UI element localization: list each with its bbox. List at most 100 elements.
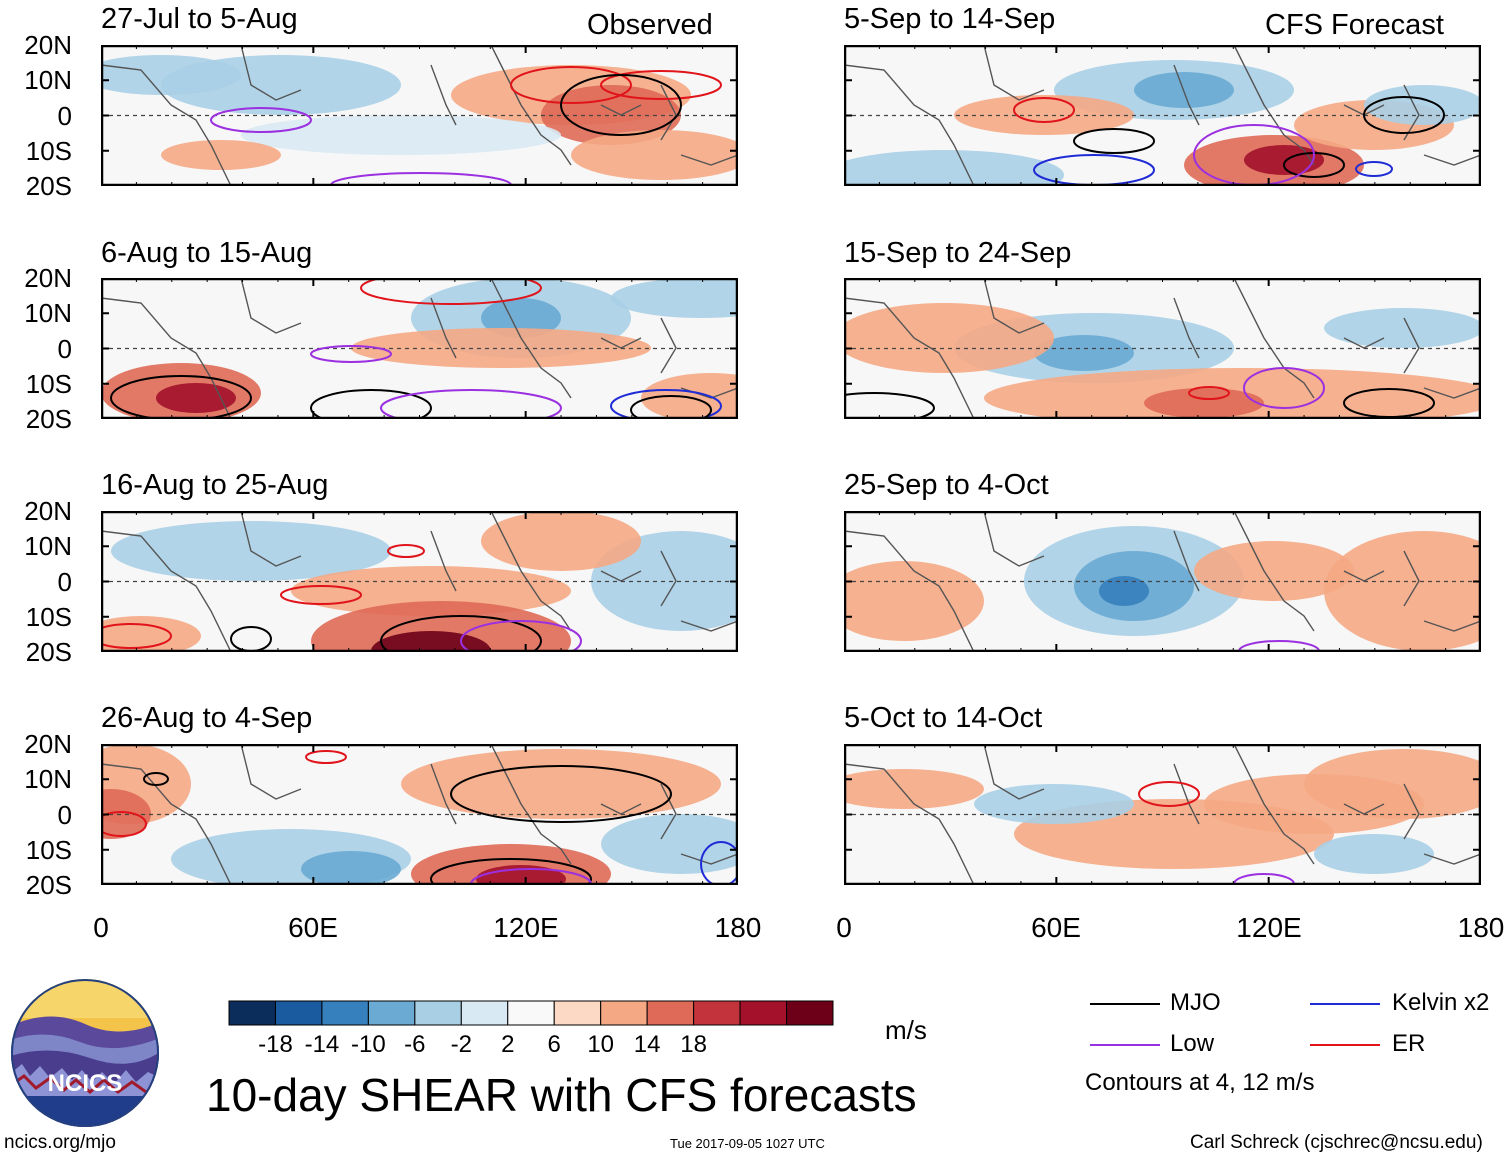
map-frame [844,744,1481,885]
shading-area-6 [1314,834,1434,874]
map-frame [101,45,738,186]
panel-title-8: 5-Oct to 14-Oct [844,702,1043,734]
contour-4 [460,620,582,652]
ncics-logo: NCICS [11,979,159,1127]
contour-2 [1073,128,1155,154]
x-tick-left-180: 180 [714,912,762,943]
colorbar-swatch [274,1000,323,1026]
colorbar-tick-label: -6 [404,1031,426,1058]
map-frame [101,511,738,652]
y-tick-label: 10N [24,298,72,329]
shading-area-3 [1099,576,1149,606]
y-tick-label: 10S [25,834,72,865]
shading-area-5 [571,130,738,180]
map-frame [844,45,1481,186]
map-frame [844,511,1481,652]
contour-5 [101,623,172,649]
y-tick-label: 10N [24,531,72,562]
y-tick-label: 20N [24,729,72,759]
colorbar-swatch [228,1000,276,1026]
y-tick-label: 20S [25,171,72,201]
map-frame [101,278,738,419]
contour-note: Contours at 4, 12 m/s [1085,1069,1315,1096]
contour-4 [560,74,682,136]
colorbar-swatch [414,1000,462,1026]
shading-area-4 [101,55,241,95]
contour-2 [143,772,169,786]
contour-2 [310,345,392,363]
contour-1 [305,750,347,764]
contour-1 [360,278,542,305]
shading-area-7 [641,373,738,419]
map-frame [101,744,738,885]
contour-4 [101,811,147,837]
x-tick-right-0: 0 [836,912,852,943]
shading-area-7 [401,749,721,819]
y-tick-label: 0 [57,333,72,364]
colorbar-tick-label: -10 [351,1031,386,1058]
contour-1 [1013,97,1075,123]
map-panel-7 [844,511,1481,652]
shading-area-8 [1364,85,1481,125]
contour-3 [380,615,542,652]
colorbar-tick-label: -18 [258,1031,293,1058]
legend-mjo-line [1090,1003,1160,1005]
footer-url: ncics.org/mjo [4,1132,116,1153]
contour-3 [110,375,252,419]
contour-3 [450,765,672,823]
units-label: m/s [885,1015,927,1045]
shading-area-6 [1324,308,1481,348]
legend-low-line [1090,1044,1160,1046]
contour-5 [380,389,562,419]
map-panel-3 [101,511,738,652]
map-panel-5 [844,45,1481,186]
observed-label: Observed [587,9,713,41]
y-tick-label: 10S [25,601,72,632]
contour-4 [310,389,432,419]
panel-title-1: 27-Jul to 5-Aug [101,3,298,35]
panel-title-7: 25-Sep to 4-Oct [844,469,1049,501]
map-panel-6 [844,278,1481,419]
y-tick-label: 10S [25,135,72,166]
shading-area-5 [156,383,236,413]
contour-4 [844,392,935,419]
panel-title-3: 16-Aug to 25-Aug [101,469,329,501]
colorbar-swatch [553,1000,602,1026]
colorbar-swatch [507,1000,555,1026]
contour-2 [1243,367,1325,409]
shading-area-3 [1304,749,1481,819]
colorbar-swatch [739,1000,788,1026]
colorbar-swatch [321,1000,369,1026]
colorbar-tick-label: -14 [304,1031,340,1058]
y-tick-label: 0 [57,100,72,131]
legend-low-label: Low [1170,1030,1215,1057]
colorbar-swatch [693,1000,741,1026]
y-tick-label: 20N [24,30,72,60]
map-frame [844,278,1481,419]
contour-7 [630,395,712,419]
colorbar-tick-label: -2 [450,1031,472,1058]
x-tick-right-180: 180 [1457,912,1505,943]
y-tick-label: 10N [24,764,72,795]
map-panel-8 [844,744,1481,885]
contour-3 [600,70,722,100]
shading-area-7 [481,511,641,571]
panel-title-5: 5-Sep to 14-Sep [844,3,1056,35]
contour-3 [1363,96,1445,134]
map-panel-1 [101,45,738,186]
y-tick-label: 0 [57,566,72,597]
shading-area-2 [1034,335,1134,371]
shading-area-4 [1144,388,1264,418]
y-tick-label: 10S [25,368,72,399]
panel-title-6: 15-Sep to 24-Sep [844,237,1072,269]
map-panel-2 [101,278,738,419]
cfs-forecast-label: CFS Forecast [1265,9,1444,41]
legend-kelvin-line [1310,1003,1380,1005]
legend-mjo-label: MJO [1170,989,1221,1016]
contour-1 [210,107,312,133]
y-tick-label: 0 [57,799,72,830]
footer-timestamp: Tue 2017-09-05 1027 UTC [670,1136,825,1151]
legend-er-line [1310,1044,1380,1046]
colorbar-tick-label: 10 [587,1031,615,1058]
colorbar-tick-label: 18 [680,1031,707,1058]
